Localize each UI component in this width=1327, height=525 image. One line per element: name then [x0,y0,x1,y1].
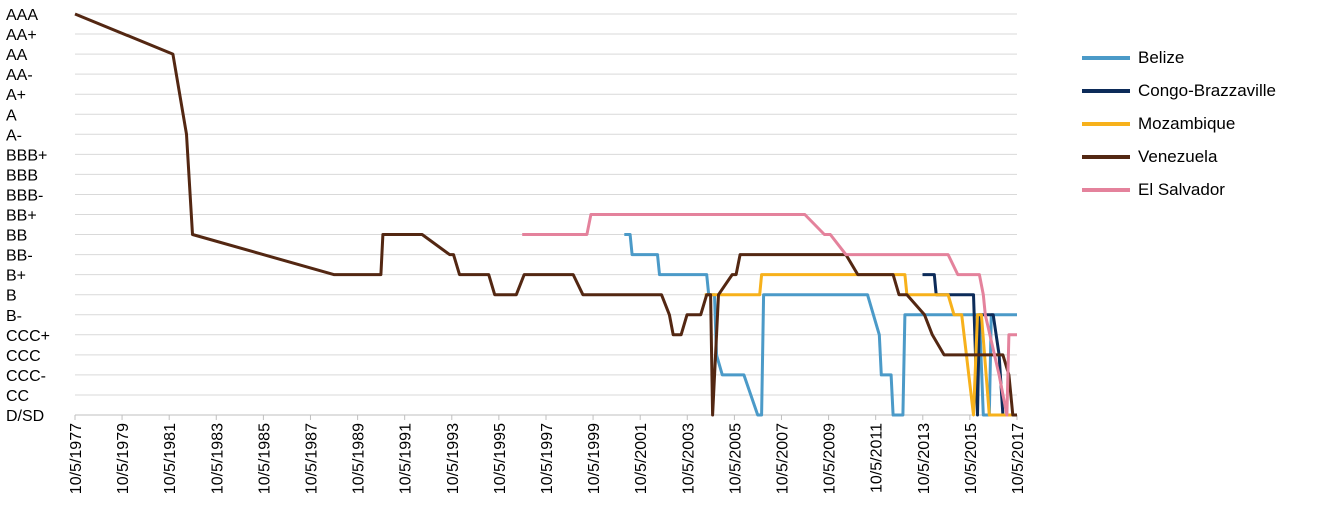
x-tick-label: 10/5/1985 [256,423,273,494]
x-tick-label: 10/5/2007 [774,423,791,494]
y-tick-label: BBB+ [6,147,47,164]
legend-swatch [1082,121,1130,126]
y-tick-label: AA+ [6,27,37,44]
gridlines [75,13,1017,396]
y-tick-label: D/SD [6,408,44,425]
y-tick-label: CCC+ [6,328,50,345]
x-tick-label: 10/5/1997 [539,423,556,494]
y-tick-label: BBB- [6,187,43,204]
legend-label: Congo-Brazzaville [1138,80,1276,100]
y-tick-label: BB- [6,248,33,265]
x-tick-label: 10/5/2015 [963,423,980,494]
y-tick-label: A- [6,127,22,144]
legend-item: Congo-Brazzaville [1082,74,1276,107]
legend-item: Mozambique [1082,107,1276,140]
y-tick-label: CCC [6,348,41,365]
legend-swatch [1082,88,1130,93]
y-tick-label: CCC- [6,368,46,385]
y-tick-label: A [6,107,17,124]
y-tick-label: A+ [6,87,26,104]
legend-item: El Salvador [1082,173,1276,206]
legend-label: El Salvador [1138,179,1225,199]
series-line-venezuela [74,12,1017,417]
series-line-mozambique [704,273,1017,417]
x-tick-label: 10/5/1989 [351,423,368,494]
y-tick-label: AA- [6,67,33,84]
legend-swatch [1082,187,1130,192]
legend-label: Mozambique [1138,113,1236,133]
x-tick-label: 10/5/1991 [398,423,415,494]
legend-swatch [1082,154,1130,159]
legend-item: Venezuela [1082,140,1276,173]
legend: Belize Congo-Brazzaville Mozambique Venezue… [1082,41,1276,206]
x-tick-label: 10/5/1981 [162,423,179,494]
series-lines [74,12,1017,417]
x-tick-label: 10/5/2005 [727,423,744,494]
legend-item: Belize [1082,41,1276,74]
y-tick-label: AA [6,47,28,64]
legend-label: Venezuela [1138,146,1218,166]
y-tick-label: AAA [6,7,38,24]
x-tick-label: 10/5/1979 [115,423,132,494]
x-axis-ticks: 10/5/1977 10/5/1979 10/5/1981 10/5/1983 10/5… [68,415,1027,494]
y-tick-label: B [6,288,17,305]
y-tick-label: CC [6,388,29,405]
x-tick-label: 10/5/2011 [869,423,886,493]
x-tick-label: 10/5/1993 [445,423,462,494]
x-tick-label: 10/5/2017 [1010,423,1027,494]
y-tick-label: B- [6,308,22,325]
x-tick-label: 10/5/1983 [209,423,226,494]
legend-swatch [1082,55,1130,60]
y-tick-label: BB [6,228,27,245]
y-tick-label: BBB [6,167,38,184]
series-line-el-salvador [522,213,1017,417]
x-tick-label: 10/5/1987 [303,423,320,494]
legend-label: Belize [1138,47,1185,67]
x-tick-label: 10/5/1999 [586,423,603,494]
x-tick-label: 10/5/2001 [633,423,650,494]
y-axis-ticks: D/SDCCCCC-CCCCCC+B-BB+BB-BBBB+BBB-BBBBBB… [6,7,50,425]
y-tick-label: BB+ [6,208,37,225]
x-tick-label: 10/5/2003 [680,423,697,494]
x-tick-label: 10/5/1995 [492,423,509,494]
x-tick-label: 10/5/2009 [822,423,839,494]
y-tick-label: B+ [6,268,26,285]
x-tick-label: 10/5/1977 [68,423,85,494]
x-tick-label: 10/5/2013 [916,423,933,494]
